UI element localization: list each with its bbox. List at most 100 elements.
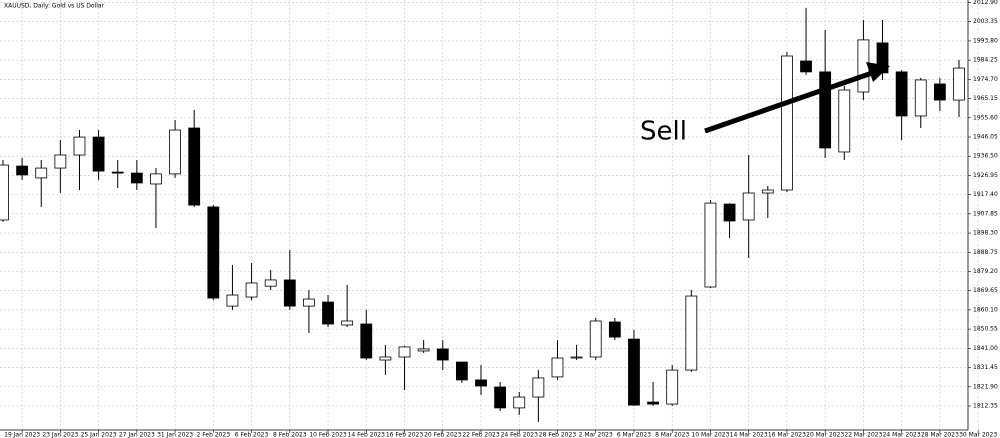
candle-body [360,323,373,359]
y-tick-label: 1965.15 [973,95,998,102]
y-tick-label: 1974.70 [973,76,998,83]
x-tick-label: 22 Mar 2023 [844,432,882,438]
x-tick-label: 20 Feb 2023 [424,432,462,438]
x-tick-label: 14 Mar 2023 [730,432,768,438]
candle-body [953,67,965,101]
candle-body [628,338,640,406]
y-tick-label: 1869.65 [973,287,998,294]
x-tick-label: 6 Mar 2023 [617,432,651,438]
candle-body [54,154,67,169]
x-tick-label: 10 Mar 2023 [691,432,729,438]
annotation: Sell [640,117,687,147]
x-tick-label: 16 Mar 2023 [768,432,806,438]
x-tick-label: 2 Feb 2023 [197,432,231,438]
x-tick-label: 8 Mar 2023 [655,432,689,438]
candle-body [111,171,124,174]
candle-body [35,167,48,179]
plot-area [0,0,968,430]
candle-body [322,301,334,325]
candle-body [169,129,181,175]
y-tick-label: 1821.90 [973,383,998,390]
candle-body [207,206,220,299]
y-tick-label: 1926.95 [973,172,998,179]
x-tick-label: 10 Feb 2023 [309,432,347,438]
y-tick-label: 1850.55 [973,326,998,333]
x-tick-label: 14 Feb 2023 [348,432,386,438]
y-tick-label: 1907.85 [973,210,998,217]
y-tick-label: 1917.40 [973,191,998,198]
candle-body [264,279,277,287]
candle-body [647,401,659,405]
candle-body [819,71,832,149]
x-tick-label: 8 Feb 2023 [273,432,307,438]
candle-body [857,39,870,93]
candle-body [283,279,296,307]
x-tick-label: 20 Mar 2023 [806,432,844,438]
x-tick-label: 2 Mar 2023 [579,432,613,438]
y-tick-label: 2012.90 [973,0,998,6]
y-tick-label: 1879.20 [973,268,998,275]
y-tick-label: 1841.00 [973,345,998,352]
x-tick-label: 27 Jan 2023 [119,432,155,438]
candle-body [245,282,258,298]
candle-body [417,348,430,352]
arrow-head [866,62,890,82]
y-tick-label: 1831.45 [973,364,998,371]
x-tick-label: 16 Feb 2023 [386,432,424,438]
candle-body [436,348,449,361]
candle-body [494,386,507,409]
candle-body [723,203,736,222]
x-tick-label: 23 Jan 2023 [42,432,78,438]
candle-body [130,172,143,184]
candle-body [551,357,564,378]
y-tick-label: 1955.60 [973,114,998,121]
candle-body [92,136,105,172]
x-tick-label: 25 Jan 2023 [81,432,117,438]
y-tick-label: 2003.35 [973,18,998,25]
candle-body [933,83,946,101]
candle-body [781,55,793,191]
candle-body [73,136,86,156]
candle-body [742,192,755,221]
x-tick-label: 30 Mar 2023 [959,432,997,438]
x-tick-label: 28 Feb 2023 [539,432,577,438]
candle-body [150,173,162,185]
candle-body [800,60,812,73]
candle-body [589,320,602,358]
candle-body [895,71,908,117]
candle-body [455,361,468,381]
candle-body [303,298,315,307]
y-tick-label: 1812.35 [973,402,998,409]
candle-body [0,164,9,221]
x-tick-label: 22 Feb 2023 [462,432,500,438]
x-tick-label: 28 Mar 2023 [921,432,959,438]
candle-body [704,202,717,288]
candle-body [513,396,526,409]
y-tick-label: 1984.25 [973,57,998,64]
grid [0,0,979,430]
x-tick-label: 24 Mar 2023 [883,432,921,438]
candle-body [532,377,545,398]
y-tick-label: 1898.30 [973,230,998,237]
candle-body [608,321,621,338]
candle-body [379,356,392,361]
y-tick-label: 1860.10 [973,306,998,313]
candle-body [226,294,239,307]
x-tick-label: 24 Feb 2023 [501,432,539,438]
candle-body [16,165,29,176]
y-tick-label: 1946.05 [973,133,998,140]
candle-body [341,320,354,326]
candle-body [685,295,698,371]
x-tick-label: 31 Jan 2023 [157,432,193,438]
candle-body [398,346,411,358]
y-tick-label: 1936.50 [973,153,998,160]
candle-body [570,356,583,359]
y-tick-label: 1888.75 [973,249,998,256]
candle-body [914,79,927,117]
candle-body [666,369,679,405]
candle-body [761,189,774,194]
chart-title: XAUUSD, Daily: Gold vs US Dollar [4,3,105,10]
candle-body [475,379,487,387]
y-tick-label: 1993.80 [973,37,998,44]
